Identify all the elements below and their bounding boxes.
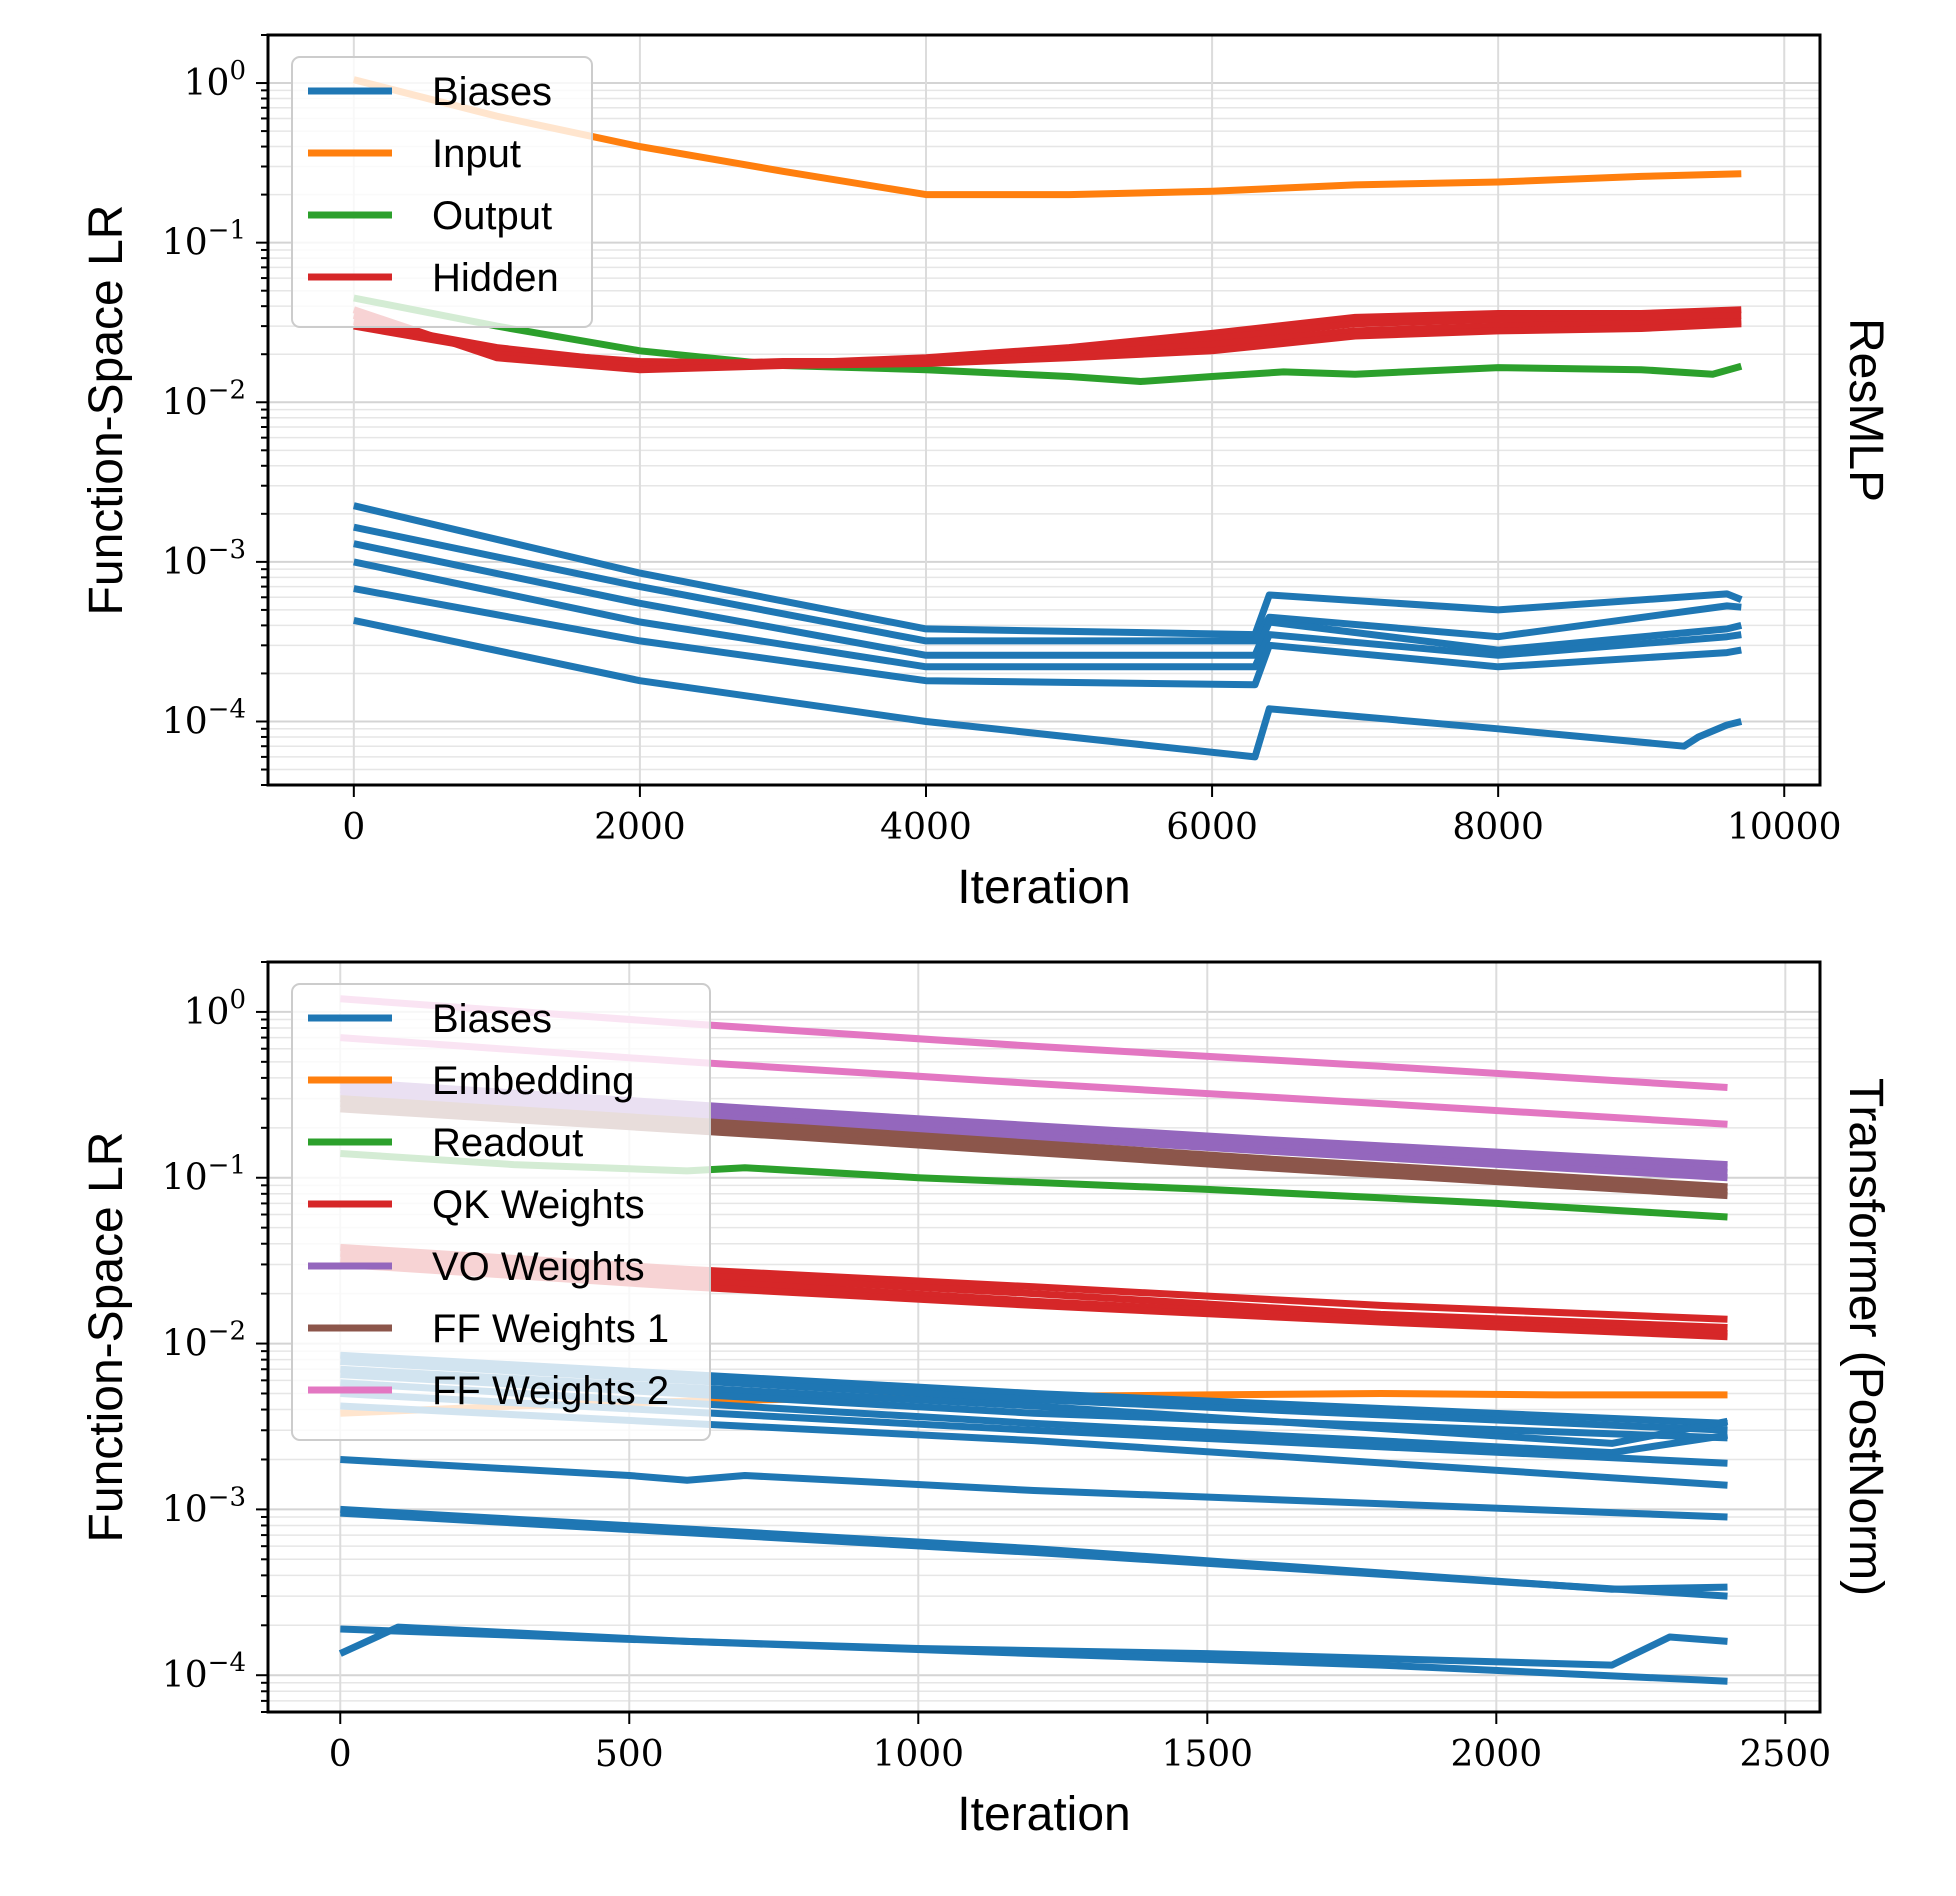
y-tick-label: 10−3 (162, 1482, 246, 1530)
x-tick-label: 8000 (1452, 807, 1544, 848)
transformer-panel: 0 500 1000 1500 2000 2500 100 10−1 10−2 10−3 10−4 B… (80, 960, 1892, 1841)
legend-label: FF Weights 2 (432, 1369, 669, 1413)
series-line-hidden (352, 306, 1742, 374)
legend-label: Readout (432, 1121, 583, 1165)
y-tick-label: 100 (184, 985, 246, 1033)
legend-box (291, 56, 593, 328)
y-tick-label: 10−2 (162, 1317, 246, 1365)
plot-frame (266, 33, 1822, 787)
x-axis-label: Iteration (957, 1788, 1130, 1841)
legend-label: VO Weights (432, 1245, 645, 1289)
plot-frame (266, 960, 1822, 1714)
x-tick-label: 6000 (1166, 807, 1258, 848)
x-tick-label: 500 (595, 1734, 664, 1775)
x-tick-label: 0 (342, 807, 365, 848)
series-line-biases (353, 523, 1742, 645)
legend-label: Biases (432, 70, 552, 114)
y-tick-label: 10−1 (162, 216, 246, 264)
series-line-biases (353, 616, 1743, 761)
x-tick-label: 10000 (1727, 807, 1842, 848)
x-tick-label: 2000 (594, 807, 686, 848)
legend-label: Hidden (432, 256, 559, 300)
x-tick-label: 1000 (872, 1734, 964, 1775)
legend-label: QK Weights (432, 1183, 645, 1227)
x-tick-label: 1500 (1161, 1734, 1253, 1775)
legend-label: Output (432, 194, 552, 238)
series-line-biases (340, 1509, 1728, 1600)
panel-side-label: ResMLP (1839, 318, 1892, 502)
y-tick-label: 10−4 (162, 694, 246, 742)
series-line-biases (340, 1625, 1728, 1685)
y-tick-label: 10−3 (162, 535, 246, 583)
series-line-biases (352, 502, 1743, 639)
x-tick-label: 2500 (1740, 1734, 1832, 1775)
y-axis-label: Function-Space LR (80, 205, 133, 616)
legend-label: Input (432, 132, 521, 176)
series-line-hidden (352, 312, 1742, 369)
legend-box (291, 983, 711, 1441)
legend-label: FF Weights 1 (432, 1307, 669, 1351)
legend: Biases Input Output Hidden (291, 56, 593, 328)
legend-label: Biases (432, 997, 552, 1041)
x-tick-label: 0 (329, 1734, 352, 1775)
series-line-output (353, 294, 1743, 385)
series-line-biases (353, 585, 1742, 689)
series-line-biases (340, 1456, 1728, 1521)
legend-label: Embedding (432, 1059, 634, 1103)
x-axis-label: Iteration (957, 861, 1130, 914)
legend: Biases Embedding Readout QK Weights VO Weigh… (291, 983, 711, 1441)
series-lines (352, 76, 1743, 761)
grid (256, 961, 1820, 1724)
y-tick-label: 10−1 (162, 1151, 246, 1199)
y-axis-label: Function-Space LR (80, 1132, 133, 1543)
x-tick-label: 2000 (1450, 1734, 1542, 1775)
y-tick-label: 10−2 (162, 375, 246, 423)
series-line-biases (353, 540, 1743, 659)
y-tick-label: 10−4 (162, 1648, 246, 1696)
x-tick-label: 4000 (880, 807, 972, 848)
resmlp-panel: 0 2000 4000 6000 8000 10000 100 10−1 10−2 10−3 10−… (80, 33, 1892, 914)
y-tick-label: 100 (184, 56, 246, 104)
panel-side-label: Transformer (PostNorm) (1839, 1078, 1892, 1596)
series-line-biases (353, 558, 1742, 671)
series-line-biases (338, 1623, 1728, 1669)
